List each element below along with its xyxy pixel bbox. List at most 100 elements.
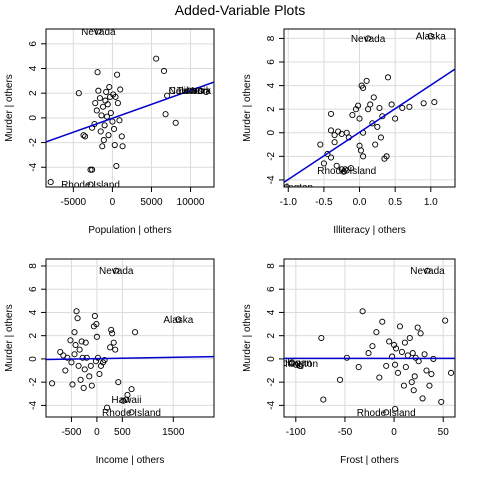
data-point [356,115,363,122]
data-point [57,348,64,355]
data-point [97,128,104,135]
data-point [64,354,71,361]
data-point [69,381,76,388]
x-axis-label: Frost | others [340,455,399,466]
data-point [410,387,417,394]
data-point [386,338,393,345]
data-point [120,397,127,404]
plot-panel: -1.0 -0.5 0.0 0.5 1.0 -4 -2 0 2 4 6 8 Illiteracy | o… [242,28,456,236]
data-point [128,386,135,393]
data-point [105,132,112,139]
data-point [327,110,335,117]
data-point [88,382,95,389]
data-point [327,154,335,161]
point-label: Texas [177,86,203,97]
x-axis-label: Income | others [96,455,165,466]
x-tick-label: -5000 [61,197,87,208]
fit-line [284,68,455,183]
data-point [417,330,424,337]
y-tick-label: 6 [266,59,277,65]
plot-frame [45,28,215,188]
data-point [340,168,347,175]
data-point [365,35,372,42]
data-point [153,55,160,62]
data-point [415,358,422,365]
data-point [87,181,94,187]
data-point [426,382,433,389]
y-tick-label: 4 [28,65,39,71]
data-point [75,362,82,369]
point-label: Michigan [272,358,312,369]
data-point [114,71,121,78]
y-tick-label: 4 [266,309,277,315]
data-point [398,348,405,355]
data-point [427,33,434,40]
y-tick-label: 8 [266,35,277,41]
data-point [110,125,118,133]
data-point [327,127,335,134]
data-point [363,77,370,84]
data-point [93,333,100,340]
data-point [383,409,390,416]
data-point [442,317,449,324]
data-point [331,132,338,139]
data-point [438,398,445,405]
data-point [112,93,119,100]
data-point [414,324,421,331]
data-point [392,361,399,368]
y-tick-label: -2 [266,151,277,160]
fit-line [46,355,214,361]
data-point [391,341,398,349]
data-point [358,82,365,89]
plot-frame [45,258,215,418]
data-point [117,86,124,93]
data-point [87,362,94,369]
plot-panel: -500 0 500 1500 -4 -2 0 2 4 6 8 Income | others Murd… [4,258,215,466]
data-point [72,341,79,349]
data-point [431,99,438,106]
data-point [73,308,80,315]
data-point [172,119,179,126]
y-axis-label: Murder | others [242,304,253,372]
point-label: New York [169,86,212,97]
data-point [96,370,103,378]
data-point [110,339,117,346]
data-point [421,351,428,358]
data-point [76,346,83,353]
data-point [113,162,120,170]
data-point [392,405,399,412]
data-point [404,352,411,359]
plot-data-area: Nevada Alaska Rhode Island Washington [284,32,455,187]
data-point [107,109,114,116]
data-point [71,329,78,336]
data-point [82,133,89,140]
data-point [123,396,130,403]
x-tick-label: -1.0 [280,197,298,208]
data-point [406,334,413,342]
data-point [284,183,290,187]
data-point [288,360,295,367]
data-point [75,90,82,97]
data-point [62,367,69,374]
point-label: Rhode Island [102,408,161,419]
data-point [106,83,113,91]
y-tick-label: 0 [266,356,277,362]
point-label: Rhode Island [61,180,120,191]
data-point [373,329,380,336]
data-point [78,338,85,345]
data-point [355,102,362,109]
data-point [383,153,390,160]
y-tick-label: 0 [28,115,39,121]
x-tick-label: 1500 [162,427,185,438]
point-label: Nevada [410,266,445,277]
data-point [160,67,168,75]
data-point [388,101,395,108]
point-label: Alaska [163,315,193,326]
data-point [376,104,383,112]
data-point [379,318,386,325]
data-point [100,137,107,144]
data-point [98,112,105,119]
data-point [119,143,126,150]
data-point [80,384,87,392]
